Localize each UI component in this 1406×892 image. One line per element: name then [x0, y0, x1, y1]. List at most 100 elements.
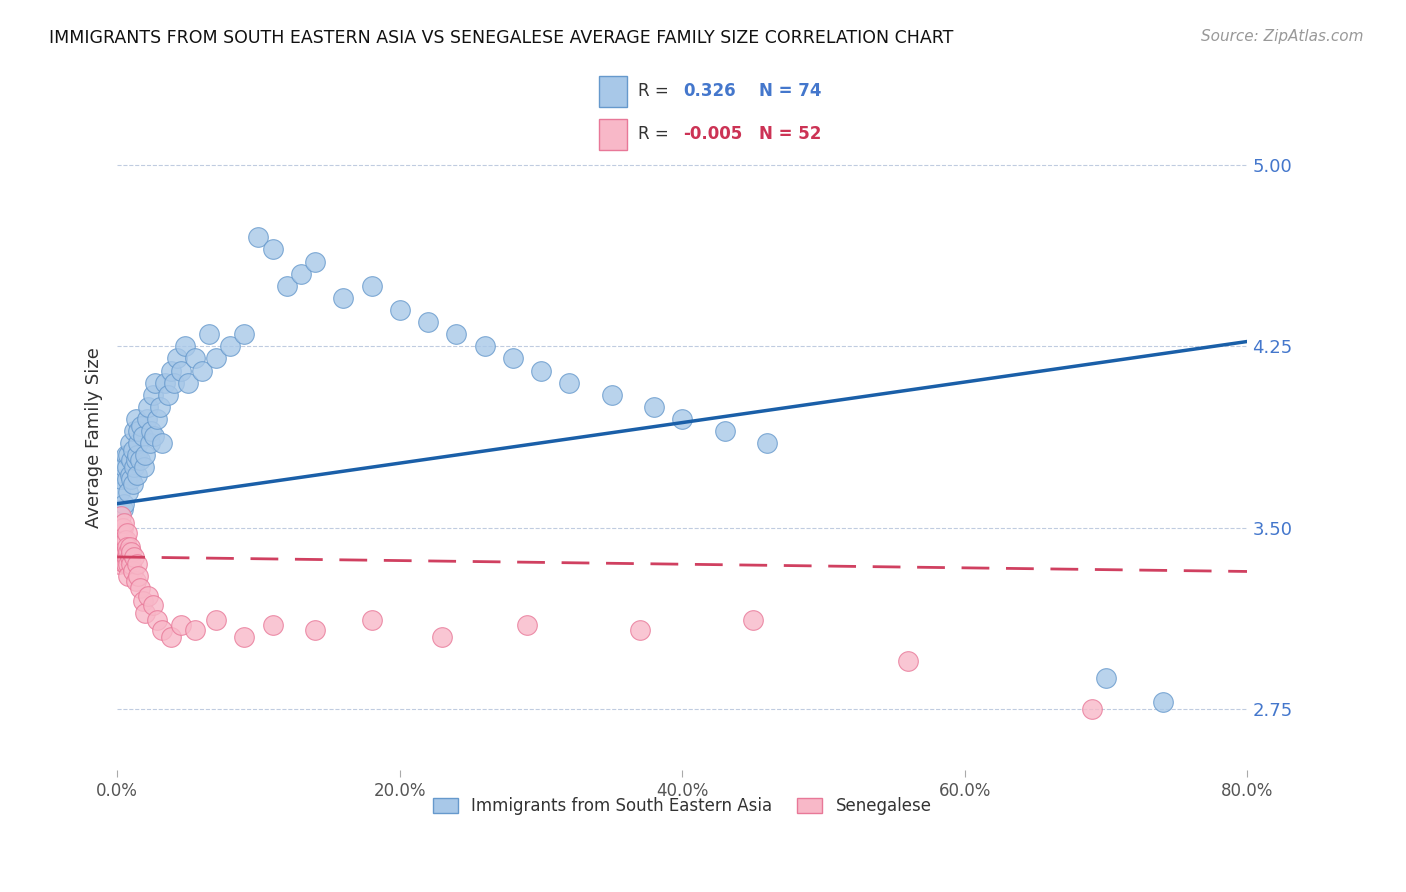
Point: [160, 363, 183, 377]
Point: [120, 453, 142, 467]
Point: [115, 541, 138, 555]
Point: [117, 484, 139, 499]
Point: [1152, 695, 1174, 709]
Point: [713, 424, 735, 438]
Point: [136, 589, 159, 603]
Point: [110, 508, 132, 523]
Point: [112, 497, 135, 511]
Point: [145, 613, 167, 627]
Point: [516, 617, 538, 632]
Point: [129, 419, 152, 434]
Point: [136, 400, 159, 414]
Bar: [599, 119, 627, 150]
Point: [110, 525, 132, 540]
Point: [111, 501, 134, 516]
Point: [111, 521, 134, 535]
Text: R =: R =: [638, 82, 669, 101]
Text: Source: ZipAtlas.com: Source: ZipAtlas.com: [1201, 29, 1364, 44]
Point: [430, 630, 453, 644]
Point: [148, 400, 170, 414]
Point: [184, 623, 207, 637]
Point: [122, 460, 145, 475]
Point: [110, 549, 132, 564]
Point: [205, 351, 228, 366]
Text: N = 74: N = 74: [759, 82, 821, 101]
Point: [111, 541, 134, 555]
Point: [115, 525, 138, 540]
Point: [163, 376, 186, 390]
Point: [112, 533, 135, 547]
Point: [502, 351, 524, 366]
Point: [897, 654, 920, 668]
Legend: Immigrants from South Eastern Asia, Senegalese: Immigrants from South Eastern Asia, Sene…: [426, 790, 938, 822]
Point: [290, 267, 312, 281]
Point: [114, 533, 136, 547]
Point: [233, 630, 256, 644]
Point: [117, 569, 139, 583]
Point: [152, 623, 174, 637]
Point: [184, 351, 207, 366]
Point: [174, 339, 197, 353]
Point: [177, 376, 200, 390]
Point: [262, 243, 284, 257]
Point: [1095, 671, 1118, 685]
Point: [107, 558, 129, 572]
Point: [131, 429, 153, 443]
Point: [107, 533, 129, 547]
Point: [114, 448, 136, 462]
Point: [205, 613, 228, 627]
Point: [124, 574, 146, 589]
Point: [108, 484, 131, 499]
Point: [124, 412, 146, 426]
Point: [628, 623, 651, 637]
Point: [262, 617, 284, 632]
Point: [360, 613, 382, 627]
Point: [125, 467, 148, 482]
Point: [742, 613, 765, 627]
Point: [118, 436, 141, 450]
Text: N = 52: N = 52: [759, 125, 821, 144]
Point: [124, 453, 146, 467]
Point: [138, 436, 160, 450]
Point: [112, 516, 135, 530]
Point: [108, 545, 131, 559]
Point: [160, 630, 183, 644]
Point: [155, 376, 177, 390]
Point: [304, 254, 326, 268]
Point: [756, 436, 779, 450]
Point: [143, 376, 166, 390]
Text: 0.326: 0.326: [683, 82, 735, 101]
Point: [118, 541, 141, 555]
Point: [671, 412, 693, 426]
Point: [558, 376, 581, 390]
Point: [416, 315, 439, 329]
Point: [120, 558, 142, 572]
Text: R =: R =: [638, 125, 669, 144]
Point: [122, 424, 145, 438]
Point: [121, 477, 143, 491]
Point: [152, 436, 174, 450]
Point: [121, 443, 143, 458]
Text: IMMIGRANTS FROM SOUTH EASTERN ASIA VS SENEGALESE AVERAGE FAMILY SIZE CORRELATION: IMMIGRANTS FROM SOUTH EASTERN ASIA VS SE…: [49, 29, 953, 46]
Point: [117, 448, 139, 462]
Point: [121, 565, 143, 579]
Point: [118, 549, 141, 564]
Point: [111, 555, 134, 569]
Point: [141, 388, 163, 402]
Point: [112, 460, 135, 475]
Point: [122, 549, 145, 564]
Point: [170, 617, 193, 632]
Bar: [599, 76, 627, 107]
Point: [131, 593, 153, 607]
Point: [134, 606, 156, 620]
Point: [117, 558, 139, 572]
Point: [332, 291, 354, 305]
Point: [108, 521, 131, 535]
Point: [474, 339, 496, 353]
Point: [128, 453, 150, 467]
Point: [135, 412, 157, 426]
Point: [120, 545, 142, 559]
Point: [145, 412, 167, 426]
Y-axis label: Average Family Size: Average Family Size: [86, 347, 103, 527]
Point: [117, 545, 139, 559]
